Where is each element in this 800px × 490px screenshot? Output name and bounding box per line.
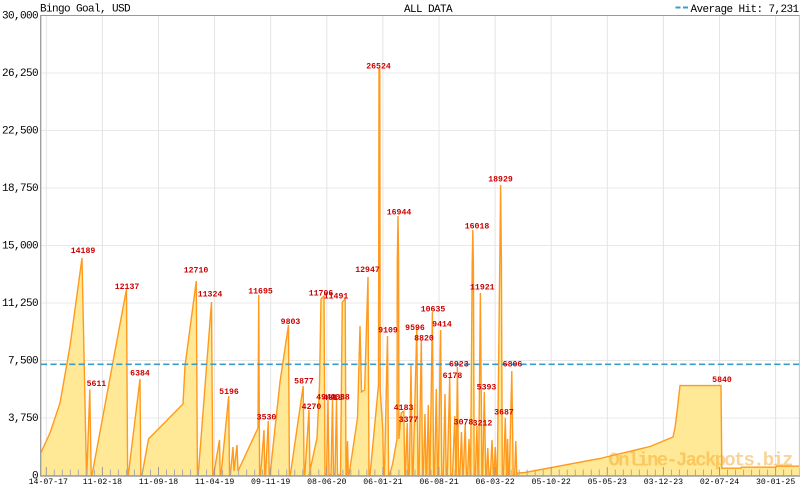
svg-text:Average Hit: 7,231: Average Hit: 7,231 bbox=[691, 4, 800, 16]
svg-text:3687: 3687 bbox=[494, 408, 514, 417]
svg-text:09-11-19: 09-11-19 bbox=[251, 478, 290, 487]
svg-text:11921: 11921 bbox=[470, 283, 495, 292]
svg-text:30,000: 30,000 bbox=[2, 11, 38, 23]
svg-text:11491: 11491 bbox=[324, 293, 349, 302]
svg-text:5840: 5840 bbox=[712, 376, 732, 385]
svg-text:5393: 5393 bbox=[477, 384, 497, 393]
svg-text:3377: 3377 bbox=[399, 416, 419, 425]
svg-text:9803: 9803 bbox=[281, 318, 301, 327]
svg-text:03-12-23: 03-12-23 bbox=[644, 478, 683, 487]
svg-text:11-02-18: 11-02-18 bbox=[83, 478, 122, 487]
svg-text:3078: 3078 bbox=[454, 418, 474, 427]
svg-text:14-07-17: 14-07-17 bbox=[29, 478, 68, 487]
svg-text:15,000: 15,000 bbox=[2, 241, 38, 253]
svg-text:6806: 6806 bbox=[503, 361, 523, 370]
svg-text:05-05-23: 05-05-23 bbox=[588, 478, 627, 487]
svg-text:4183: 4183 bbox=[394, 404, 414, 413]
svg-text:6384: 6384 bbox=[130, 370, 150, 379]
svg-text:Bingo Goal, USD: Bingo Goal, USD bbox=[40, 4, 131, 16]
svg-text:18,750: 18,750 bbox=[2, 183, 38, 195]
svg-text:ALL DATA: ALL DATA bbox=[404, 4, 453, 16]
svg-text:06-01-21: 06-01-21 bbox=[363, 478, 402, 487]
svg-text:5196: 5196 bbox=[219, 388, 239, 397]
svg-text:4940: 4940 bbox=[316, 393, 336, 402]
svg-text:18929: 18929 bbox=[488, 175, 513, 184]
svg-text:30-01-25: 30-01-25 bbox=[756, 478, 795, 487]
svg-text:14189: 14189 bbox=[71, 247, 96, 256]
svg-text:5877: 5877 bbox=[294, 377, 314, 386]
svg-text:4038: 4038 bbox=[330, 394, 350, 403]
svg-text:11,250: 11,250 bbox=[2, 298, 38, 310]
svg-text:05-10-22: 05-10-22 bbox=[532, 478, 571, 487]
svg-text:9596: 9596 bbox=[405, 324, 425, 333]
svg-text:11706: 11706 bbox=[309, 290, 334, 299]
svg-text:3530: 3530 bbox=[257, 413, 277, 422]
svg-text:6923: 6923 bbox=[449, 360, 469, 369]
svg-text:26524: 26524 bbox=[366, 62, 391, 71]
svg-text:16018: 16018 bbox=[465, 222, 490, 231]
svg-text:7,500: 7,500 bbox=[8, 356, 38, 368]
svg-text:06-03-22: 06-03-22 bbox=[475, 478, 514, 487]
svg-text:9414: 9414 bbox=[432, 320, 452, 329]
svg-text:12947: 12947 bbox=[355, 266, 380, 275]
svg-text:0: 0 bbox=[32, 471, 38, 483]
svg-text:12710: 12710 bbox=[184, 267, 209, 276]
svg-text:12137: 12137 bbox=[115, 283, 140, 292]
svg-text:9109: 9109 bbox=[378, 326, 398, 335]
svg-text:4618: 4618 bbox=[323, 394, 343, 403]
svg-text:5611: 5611 bbox=[87, 380, 107, 389]
svg-text:02-07-24: 02-07-24 bbox=[700, 478, 739, 487]
svg-text:10635: 10635 bbox=[421, 305, 446, 314]
svg-text:06-08-21: 06-08-21 bbox=[419, 478, 458, 487]
svg-text:26,250: 26,250 bbox=[2, 68, 38, 80]
svg-text:Online-Jackpots.biz: Online-Jackpots.biz bbox=[609, 450, 794, 472]
svg-text:6178: 6178 bbox=[443, 372, 463, 381]
svg-text:11324: 11324 bbox=[198, 291, 223, 300]
svg-text:3212: 3212 bbox=[473, 419, 493, 428]
svg-text:3,750: 3,750 bbox=[8, 413, 38, 425]
svg-text:16944: 16944 bbox=[387, 209, 412, 218]
svg-text:4270: 4270 bbox=[302, 403, 322, 412]
svg-text:11-09-18: 11-09-18 bbox=[139, 478, 178, 487]
svg-text:8820: 8820 bbox=[414, 334, 434, 343]
svg-text:08-06-20: 08-06-20 bbox=[307, 478, 346, 487]
svg-text:11695: 11695 bbox=[248, 288, 273, 297]
svg-text:22,500: 22,500 bbox=[2, 126, 38, 138]
svg-text:11-04-19: 11-04-19 bbox=[195, 478, 234, 487]
